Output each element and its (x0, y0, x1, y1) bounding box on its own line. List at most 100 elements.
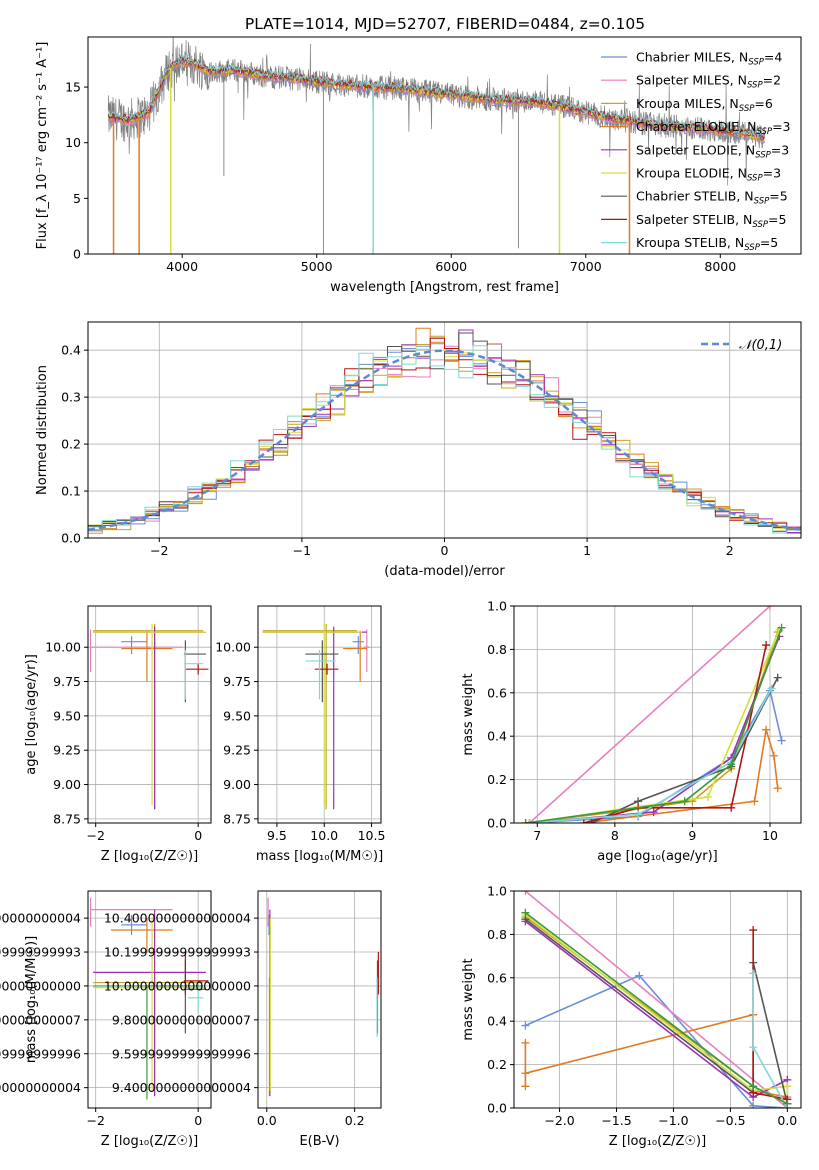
series-marker-chabrier_elodie (769, 751, 778, 760)
series-marker-extra_green (727, 760, 736, 769)
age_vs_mass-plot-area (258, 606, 381, 823)
y-tick-label: 9.75 (223, 674, 251, 689)
y-tick-label: 10 (65, 135, 81, 150)
normal-curve-line (88, 349, 801, 532)
y-axis-label: age [log₁₀(age/yr)] (24, 654, 39, 775)
legend-entry-subscript: SSP (748, 58, 764, 68)
legend-entry: Kroupa MILES, NSSP=6 (636, 96, 773, 114)
x-tick-label: 2 (726, 543, 734, 558)
y-tick-label: 8.75 (53, 811, 81, 826)
spectrum-plot-area (107, 37, 766, 254)
series-marker-extra_green (521, 908, 530, 917)
y-tick-label: 10.0000000000000000 (104, 978, 251, 993)
series-line-salpeter_stelib (752, 930, 788, 1101)
series-marker-extra_green (783, 1099, 792, 1108)
series-marker-kroupa_elodie (703, 792, 712, 801)
x-tick-label: −1.5 (601, 1113, 631, 1128)
series-marker-chabrier_elodie (750, 797, 759, 806)
y-tick-label: 0.3 (61, 390, 81, 405)
y-tick-label: 9.4000000000000004 (112, 1080, 251, 1095)
legend-entry-count: =3 (763, 166, 781, 181)
legend-entry-count: =4 (764, 50, 782, 65)
series-marker-salpeter_stelib (749, 926, 758, 935)
x-tick-label: 6000 (435, 259, 467, 274)
y-tick-label: 0.4 (487, 1014, 507, 1029)
series-marker-chabrier_miles (635, 971, 644, 980)
x-axis-label: age [log₁₀(age/yr)] (597, 849, 718, 864)
series-marker-kroupa_stelib (749, 1043, 758, 1052)
legend-entry: Chabrier STELIB, NSSP=5 (636, 189, 788, 207)
y-tick-label: 0.0 (61, 531, 81, 546)
y-tick-label: 9.00 (223, 777, 251, 792)
legend-entry-subscript: SSP (739, 104, 755, 114)
legend-entry-count: =3 (772, 119, 790, 134)
x-tick-label: −2.0 (544, 1113, 574, 1128)
x-tick-label: 10.0 (310, 828, 338, 843)
y-tick-label: 10.1999999999999993 (0, 945, 81, 960)
series-marker-kroupa_stelib (634, 810, 643, 819)
x-tick-label: 7000 (570, 259, 602, 274)
series-line-chabrier_stelib (591, 677, 779, 823)
series-marker-chabrier_miles (521, 1021, 530, 1030)
chart-age_vs_mass: 9.5 10.0 10.5 8.75 9.00 9.25 9.50 9.75 10.00 mass… (215, 605, 385, 864)
legend-entry-model: Kroupa ELODIE, N (636, 166, 747, 181)
y-tick-label: 0.0 (487, 1101, 507, 1116)
model-spectrum-salpeter_stelib (107, 56, 766, 140)
x-axis-label: wavelength [Angstrom, rest frame] (330, 280, 559, 295)
y-tick-label: 0.6 (487, 970, 507, 985)
chart-residuals: −2 −1 0 1 2 0.0 0.1 0.2 0.3 0.4 (data-model)/error… (35, 321, 802, 579)
x-tick-label: 0.0 (777, 1113, 797, 1128)
series-marker-extra_green (521, 819, 530, 823)
y-tick-label: 9.25 (53, 743, 81, 758)
legend-entry-model: Chabrier MILES, N (636, 50, 748, 65)
y-axis-label: mass weight (461, 673, 476, 755)
y-tick-label: 0.2 (487, 1057, 507, 1072)
y-tick-label: 10.4000000000000004 (0, 911, 81, 926)
series-marker-chabrier_miles (749, 1101, 758, 1108)
series-marker-kroupa_stelib (767, 684, 776, 693)
series-line-kroupa_stelib (529, 688, 773, 823)
series-marker-salpeter_miles (521, 891, 530, 895)
legend-entry: Kroupa STELIB, NSSP=5 (636, 235, 778, 253)
x-tick-label: 8 (611, 828, 619, 843)
mass_vs_z-frame (87, 890, 212, 1109)
legend-entry-count: =2 (763, 73, 781, 88)
age_vs_z-plot-area (88, 606, 211, 823)
series-line-kroupa_miles (525, 631, 779, 823)
y-tick-label: 0.4 (487, 729, 507, 744)
legend-label: 𝒩(0,1) (739, 338, 782, 353)
chart-mass_weight_vs_age: 7 8 9 10 0.0 0.2 0.4 0.6 0.8 1.0 age [log₁₀(age/yr… (461, 599, 802, 864)
x-axis-label: (data-model)/error (384, 564, 505, 579)
x-tick-label: 1 (583, 543, 591, 558)
series-marker-salpeter_miles (765, 606, 774, 610)
legend-entry-model: Salpeter MILES, N (636, 73, 747, 88)
y-tick-label: 10.0000000000000000 (0, 978, 81, 993)
y-tick-label: 10.1999999999999993 (104, 945, 251, 960)
x-axis-label: Z [log₁₀(Z/Z☉)] (101, 849, 198, 864)
series-marker-salpeter_stelib (762, 641, 771, 650)
x-tick-label: 0 (194, 1113, 202, 1128)
x-axis-label: Z [log₁₀(Z/Z☉)] (101, 1134, 198, 1149)
figure-title: PLATE=1014, MJD=52707, FIBERID=0484, z=0… (245, 15, 645, 33)
chart-mass_weight_vs_z: −2.0 −1.5 −1.0 −0.5 0.0 0.0 0.2 0.4 0.6 0.8 1.0 Z [… (461, 884, 802, 1149)
y-tick-label: 9.50 (53, 708, 81, 723)
x-tick-label: −2 (150, 543, 168, 558)
y-tick-label: 9.5999999999999996 (112, 1046, 251, 1061)
series-line-chabrier_elodie (524, 1013, 788, 1098)
y-tick-label: 5 (73, 191, 81, 206)
legend-entry-count: =5 (760, 235, 778, 250)
age_vs_z-frame (87, 605, 212, 824)
y-axis-label: Normed distribution (35, 365, 50, 495)
x-tick-label: −2 (86, 828, 104, 843)
y-tick-label: 9.8000000000000007 (0, 1012, 81, 1027)
series-line-kroupa_elodie (529, 629, 781, 823)
series-marker-salpeter_stelib (727, 803, 736, 812)
x-tick-label: 0.0 (257, 1113, 277, 1128)
x-tick-label: 7 (533, 828, 541, 843)
legend-entry-subscript: SSP (754, 197, 770, 207)
legend-entry: Salpeter MILES, NSSP=2 (636, 73, 781, 91)
mass_vs_z-plot-area (88, 891, 211, 1108)
y-tick-label: 9.75 (53, 674, 81, 689)
legend-entry-model: Salpeter STELIB, N (636, 212, 752, 227)
